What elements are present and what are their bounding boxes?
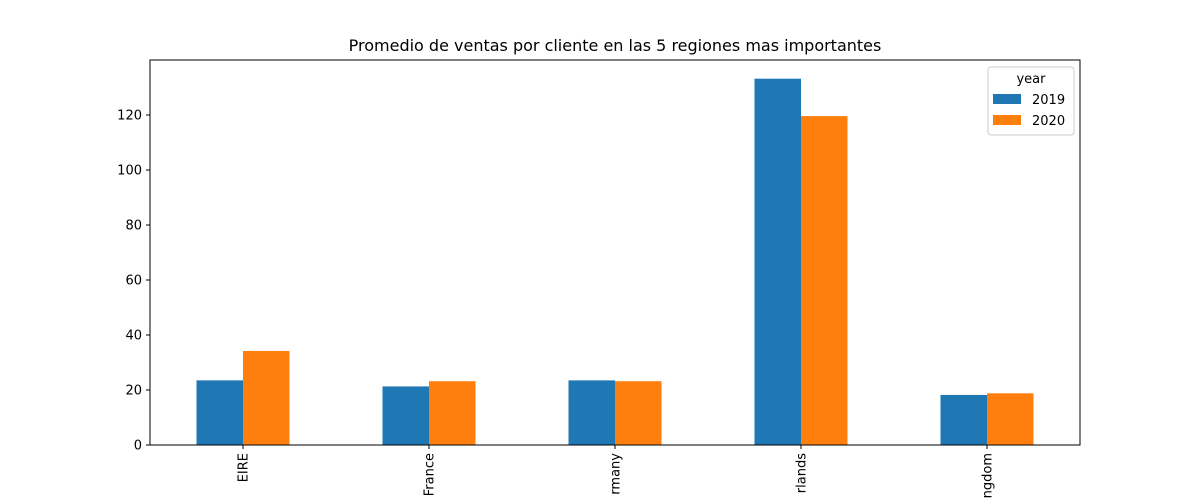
legend-title: year: [1016, 72, 1046, 87]
legend-swatch-2019: [993, 94, 1021, 104]
bar-2019-germany: [568, 380, 615, 445]
y-tick-label: 40: [125, 329, 142, 344]
y-tick-label: 80: [125, 219, 142, 234]
bar-2020-united-kingdom: [987, 393, 1034, 445]
bar-2020-france: [429, 381, 476, 445]
axes-layer: 0 20 40 60 80 100 120 EIRE France rmany rlands ngdo…: [117, 59, 1081, 498]
legend-label-2019: 2019: [1032, 93, 1065, 108]
bar-2020-eire: [243, 350, 290, 445]
bar-2020-netherlands: [801, 116, 848, 445]
y-tick-label: 60: [125, 274, 142, 289]
y-tick-label: 100: [117, 164, 142, 179]
bar-2019-france: [382, 386, 429, 445]
y-tick-label: 20: [125, 384, 142, 399]
bar-2019-united-kingdom: [940, 394, 987, 445]
bar-2019-eire: [196, 380, 243, 445]
legend-swatch-2020: [993, 115, 1021, 125]
bar-2019-netherlands: [754, 78, 801, 445]
bar-2020-germany: [615, 381, 662, 445]
bars-layer: [196, 78, 1034, 445]
legend: year 2019 2020: [987, 66, 1075, 136]
x-tick-label: rlands: [795, 453, 810, 493]
x-tick-label: France: [423, 453, 438, 496]
legend-label-2020: 2020: [1032, 114, 1065, 129]
x-tick-label: ngdom: [981, 453, 996, 498]
y-tick-label: 120: [117, 109, 142, 124]
y-tick-label: 0: [134, 439, 142, 454]
x-tick-label: EIRE: [237, 453, 252, 482]
x-tick-label: rmany: [609, 453, 624, 495]
chart-title: Promedio de ventas por cliente en las 5 …: [349, 36, 882, 55]
